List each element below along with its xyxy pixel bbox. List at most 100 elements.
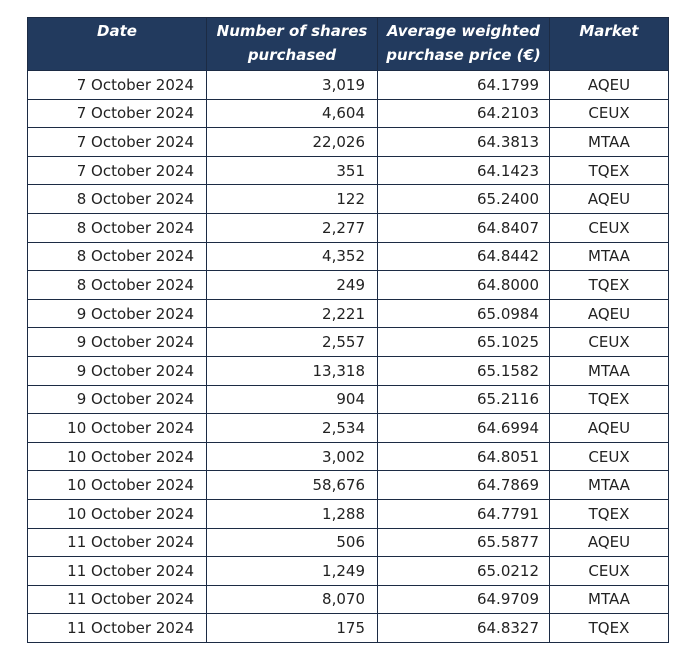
- cell-date: 8 October 2024: [27, 241, 207, 272]
- cell-price: 65.1025: [377, 327, 550, 357]
- cell-date: 11 October 2024: [27, 527, 207, 558]
- table-row: 8 October 2024 2,277 64.8407 CEUX: [27, 212, 669, 243]
- cell-price: 64.7869: [377, 470, 550, 500]
- table-row: 9 October 2024 2,221 65.0984 AQEU: [27, 298, 669, 329]
- table-row: 9 October 2024 904 65.2116 TQEX: [27, 384, 669, 415]
- cell-shares: 249: [206, 270, 378, 300]
- table-row: 7 October 2024 351 64.1423 TQEX: [27, 155, 669, 186]
- cell-date: 7 October 2024: [27, 70, 207, 100]
- cell-price: 64.1423: [377, 155, 550, 186]
- cell-price: 65.2400: [377, 184, 550, 214]
- table-body: 7 October 2024 3,019 64.1799 AQEU 7 October …: [27, 70, 669, 643]
- cell-price: 65.1582: [377, 355, 550, 386]
- cell-market: TQEX: [549, 155, 669, 186]
- cell-date: 10 October 2024: [27, 498, 207, 529]
- cell-market: CEUX: [549, 441, 669, 472]
- table-row: 10 October 2024 58,676 64.7869 MTAA: [27, 470, 669, 500]
- cell-date: 10 October 2024: [27, 470, 207, 500]
- column-header-price: Average weighted purchase price (€): [377, 17, 550, 71]
- cell-date: 7 October 2024: [27, 127, 207, 157]
- cell-market: CEUX: [549, 556, 669, 586]
- cell-shares: 22,026: [206, 127, 378, 157]
- table-row: 8 October 2024 249 64.8000 TQEX: [27, 270, 669, 300]
- cell-shares: 2,534: [206, 413, 378, 443]
- cell-shares: 4,604: [206, 98, 378, 129]
- cell-market: TQEX: [549, 613, 669, 643]
- cell-price: 65.5877: [377, 527, 550, 558]
- cell-shares: 8,070: [206, 584, 378, 615]
- cell-date: 8 October 2024: [27, 184, 207, 214]
- cell-shares: 58,676: [206, 470, 378, 500]
- table-row: 7 October 2024 3,019 64.1799 AQEU: [27, 70, 669, 100]
- cell-date: 11 October 2024: [27, 613, 207, 643]
- table-header: Date Number of shares purchased Average …: [27, 17, 669, 71]
- cell-market: AQEU: [549, 184, 669, 214]
- cell-market: MTAA: [549, 127, 669, 157]
- cell-date: 8 October 2024: [27, 270, 207, 300]
- cell-date: 10 October 2024: [27, 441, 207, 472]
- cell-price: 64.8442: [377, 241, 550, 272]
- cell-date: 8 October 2024: [27, 212, 207, 243]
- cell-price: 64.8051: [377, 441, 550, 472]
- cell-shares: 4,352: [206, 241, 378, 272]
- cell-shares: 3,019: [206, 70, 378, 100]
- cell-market: TQEX: [549, 384, 669, 415]
- cell-market: CEUX: [549, 327, 669, 357]
- table-row: 11 October 2024 8,070 64.9709 MTAA: [27, 584, 669, 615]
- cell-market: CEUX: [549, 98, 669, 129]
- column-header-market: Market: [549, 17, 669, 71]
- cell-price: 64.8327: [377, 613, 550, 643]
- table-row: 8 October 2024 4,352 64.8442 MTAA: [27, 241, 669, 272]
- cell-price: 64.8000: [377, 270, 550, 300]
- cell-shares: 122: [206, 184, 378, 214]
- cell-shares: 13,318: [206, 355, 378, 386]
- table-row: 9 October 2024 2,557 65.1025 CEUX: [27, 327, 669, 357]
- table-row: 9 October 2024 13,318 65.1582 MTAA: [27, 355, 669, 386]
- column-header-shares: Number of shares purchased: [206, 17, 378, 71]
- table-row: 7 October 2024 4,604 64.2103 CEUX: [27, 98, 669, 129]
- cell-shares: 2,277: [206, 212, 378, 243]
- column-header-date: Date: [27, 17, 207, 71]
- cell-price: 64.2103: [377, 98, 550, 129]
- cell-price: 65.0984: [377, 298, 550, 329]
- cell-price: 64.7791: [377, 498, 550, 529]
- cell-date: 7 October 2024: [27, 98, 207, 129]
- table-row: 10 October 2024 2,534 64.6994 AQEU: [27, 413, 669, 443]
- cell-market: AQEU: [549, 413, 669, 443]
- table-row: 11 October 2024 506 65.5877 AQEU: [27, 527, 669, 558]
- cell-date: 10 October 2024: [27, 413, 207, 443]
- cell-shares: 175: [206, 613, 378, 643]
- cell-date: 7 October 2024: [27, 155, 207, 186]
- cell-shares: 3,002: [206, 441, 378, 472]
- cell-date: 9 October 2024: [27, 298, 207, 329]
- cell-market: AQEU: [549, 298, 669, 329]
- cell-market: TQEX: [549, 498, 669, 529]
- cell-shares: 1,288: [206, 498, 378, 529]
- cell-shares: 904: [206, 384, 378, 415]
- table-row: 7 October 2024 22,026 64.3813 MTAA: [27, 127, 669, 157]
- cell-market: MTAA: [549, 355, 669, 386]
- cell-price: 64.8407: [377, 212, 550, 243]
- table-row: 11 October 2024 175 64.8327 TQEX: [27, 613, 669, 643]
- cell-shares: 1,249: [206, 556, 378, 586]
- cell-date: 11 October 2024: [27, 556, 207, 586]
- cell-shares: 351: [206, 155, 378, 186]
- cell-market: MTAA: [549, 241, 669, 272]
- cell-market: AQEU: [549, 70, 669, 100]
- cell-date: 11 October 2024: [27, 584, 207, 615]
- table-row: 10 October 2024 1,288 64.7791 TQEX: [27, 498, 669, 529]
- cell-price: 64.9709: [377, 584, 550, 615]
- cell-price: 64.6994: [377, 413, 550, 443]
- cell-market: MTAA: [549, 584, 669, 615]
- cell-date: 9 October 2024: [27, 384, 207, 415]
- cell-shares: 2,557: [206, 327, 378, 357]
- cell-date: 9 October 2024: [27, 355, 207, 386]
- cell-price: 64.1799: [377, 70, 550, 100]
- cell-shares: 2,221: [206, 298, 378, 329]
- table-row: 11 October 2024 1,249 65.0212 CEUX: [27, 556, 669, 586]
- header-row: Date Number of shares purchased Average …: [27, 17, 669, 71]
- cell-market: CEUX: [549, 212, 669, 243]
- cell-shares: 506: [206, 527, 378, 558]
- share-purchases-table: Date Number of shares purchased Average …: [27, 17, 669, 643]
- cell-market: MTAA: [549, 470, 669, 500]
